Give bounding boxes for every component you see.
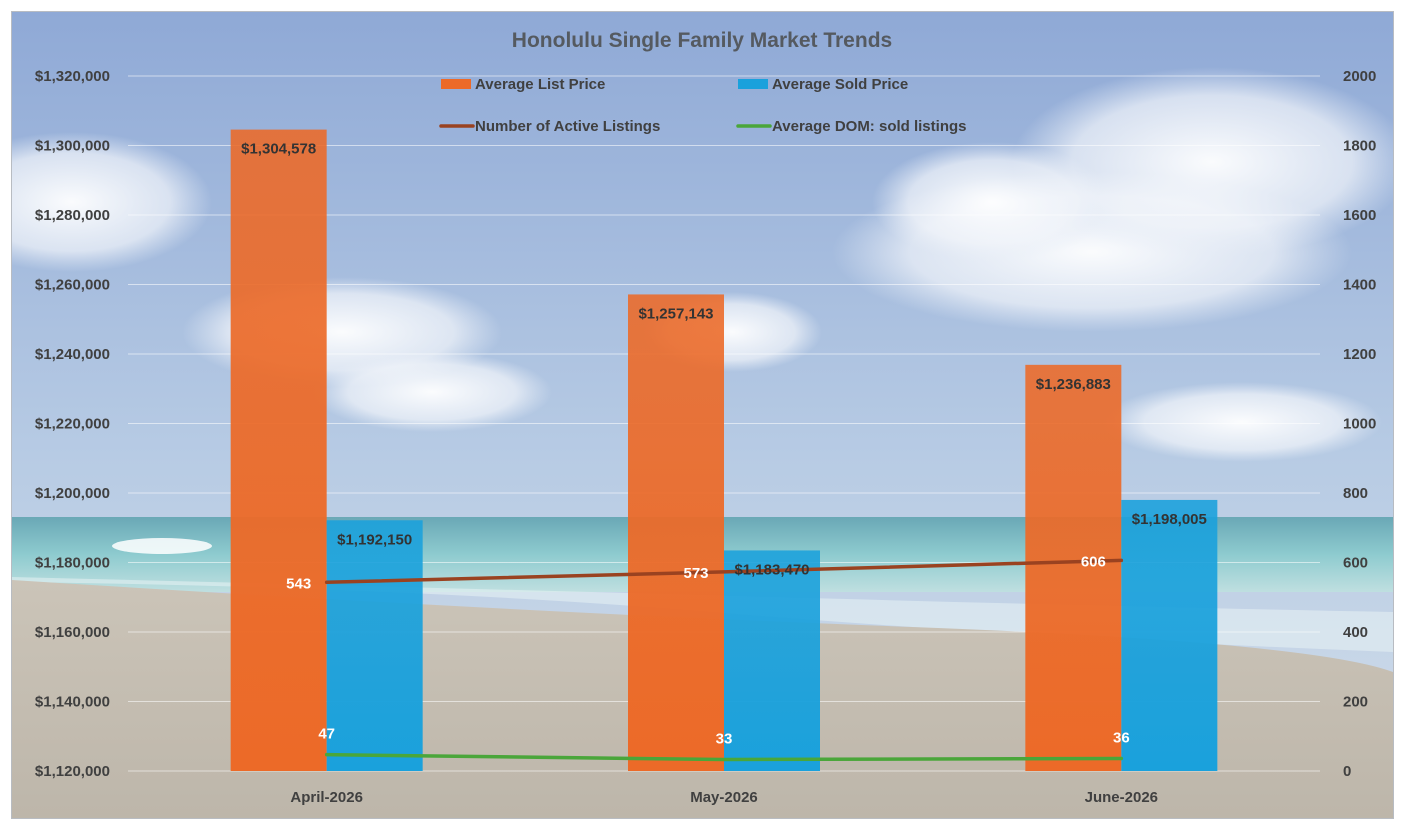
left-axis-tick-label: $1,300,000: [35, 138, 110, 155]
right-axis-ticks: 0 200 400 600 800 1000 1200 1400 1600 1800 2000: [1343, 68, 1376, 780]
legend-swatch: [441, 79, 471, 89]
line-value-label: 543: [286, 575, 311, 592]
category-label: June-2026: [1085, 789, 1158, 806]
right-axis-tick-label: 1000: [1343, 416, 1376, 433]
bar-average-list-price: [1025, 364, 1122, 771]
bar-average-sold-price: [326, 520, 423, 771]
line-value-label: 47: [318, 726, 335, 743]
legend: Average List Price Average Sold Price Numb…: [439, 76, 966, 135]
line-active-listings: [324, 558, 1124, 585]
line-value-label: 606: [1081, 553, 1106, 570]
bar-value-label: $1,257,143: [638, 305, 713, 322]
right-axis-tick-label: 2000: [1343, 68, 1376, 85]
right-axis-tick-label: 1200: [1343, 346, 1376, 363]
bar-average-sold-price: [724, 550, 820, 771]
bar-value-label: $1,304,578: [241, 141, 316, 158]
right-axis-tick-label: 0: [1343, 763, 1351, 780]
bar-average-list-price: [230, 129, 327, 772]
bar-value-label: $1,192,150: [337, 531, 412, 548]
legend-swatch: [738, 79, 768, 89]
data-labels: $1,304,578 $1,257,143 $1,236,883 $1,192,150…: [241, 141, 1207, 748]
right-axis-tick-label: 1600: [1343, 207, 1376, 224]
category-label: May-2026: [690, 789, 758, 806]
right-axis-tick-label: 600: [1343, 555, 1368, 572]
bar-value-label: $1,236,883: [1036, 376, 1111, 393]
category-label: April-2026: [290, 789, 363, 806]
bar-value-label: $1,183,470: [734, 561, 809, 578]
legend-label: Average Sold Price: [772, 76, 908, 93]
left-axis-tick-label: $1,260,000: [35, 277, 110, 294]
bar-series: [230, 129, 1218, 772]
line-value-label: 36: [1113, 729, 1130, 746]
left-axis-tick-label: $1,320,000: [35, 68, 110, 85]
right-axis-tick-label: 800: [1343, 485, 1368, 502]
left-axis-tick-label: $1,160,000: [35, 624, 110, 641]
left-axis-tick-label: $1,120,000: [35, 763, 110, 780]
legend-label: Average DOM: sold listings: [772, 118, 966, 135]
right-axis-tick-label: 200: [1343, 694, 1368, 711]
line-value-label: 573: [683, 565, 708, 582]
left-axis-tick-label: $1,200,000: [35, 485, 110, 502]
left-axis-tick-label: $1,180,000: [35, 555, 110, 572]
chart-title: Honolulu Single Family Market Trends: [512, 29, 892, 52]
bar-average-list-price: [628, 294, 724, 771]
left-axis-tick-label: $1,240,000: [35, 346, 110, 363]
line-average-dom: [324, 752, 1124, 762]
left-axis-tick-label: $1,140,000: [35, 694, 110, 711]
right-axis-tick-label: 1400: [1343, 277, 1376, 294]
line-value-label: 33: [716, 731, 733, 748]
left-axis-tick-label: $1,280,000: [35, 207, 110, 224]
line-series: [324, 558, 1124, 762]
category-axis: April-2026 May-2026 June-2026: [290, 789, 1158, 806]
legend-label: Average List Price: [475, 76, 605, 93]
bar-value-label: $1,198,005: [1132, 511, 1207, 528]
left-axis-tick-label: $1,220,000: [35, 416, 110, 433]
right-axis-tick-label: 1800: [1343, 138, 1376, 155]
right-axis-tick-label: 400: [1343, 624, 1368, 641]
left-axis-ticks: $1,120,000 $1,140,000 $1,160,000 $1,180,000…: [35, 68, 110, 780]
legend-label: Number of Active Listings: [475, 118, 660, 135]
bar-average-sold-price: [1121, 499, 1218, 771]
